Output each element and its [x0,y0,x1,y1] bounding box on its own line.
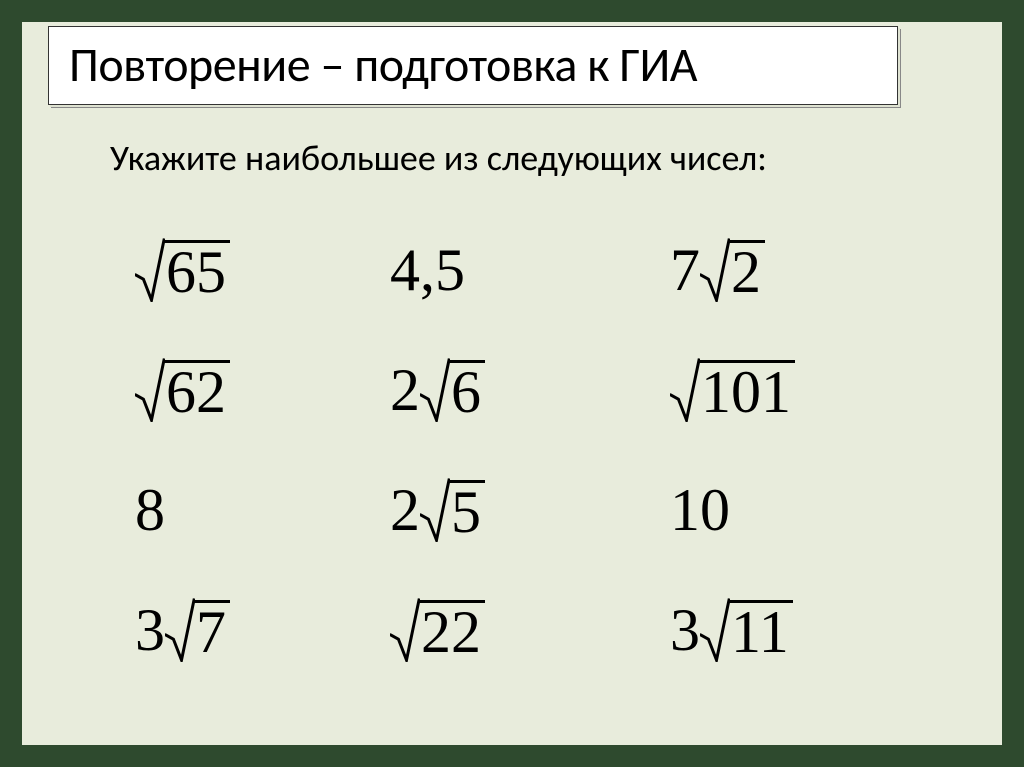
plain-number: 10 [670,476,730,545]
sqrt-icon: 5 [420,478,485,542]
radicand: 65 [164,240,230,304]
math-cell: 8 [135,476,390,545]
radicand: 7 [194,600,230,664]
sqrt-icon: 22 [390,598,485,662]
math-cell: 65 [135,238,390,302]
coefficient: 2 [390,360,420,420]
math-cell: 72 [670,238,910,302]
sqrt-icon: 11 [700,598,793,662]
sqrt-icon: 2 [700,238,765,302]
math-cell: 10 [670,476,910,545]
math-grid: 65 4,5 72 62 26 101 8 25 10 37 22 311 [135,210,910,690]
radical-icon [700,598,730,662]
math-cell: 25 [390,478,670,542]
radicand: 6 [449,360,485,424]
radical-icon [135,358,165,422]
plain-number: 8 [135,476,165,545]
radical-icon [165,598,195,662]
math-cell: 4,5 [390,236,670,305]
coefficient: 2 [390,480,420,540]
math-cell: 26 [390,358,670,422]
sqrt-icon: 101 [670,358,795,422]
coefficient: 7 [670,240,700,300]
sqrt-icon: 65 [135,238,230,302]
slide-title: Повторение – подготовка к ГИА [69,35,877,94]
title-box: Повторение – подготовка к ГИА [48,26,898,105]
coefficient: 3 [135,600,165,660]
math-cell: 22 [390,598,670,662]
sqrt-icon: 6 [420,358,485,422]
math-cell: 3 11 [670,598,910,662]
radicand: 62 [164,360,230,424]
radicand: 5 [449,480,485,544]
plain-number: 4,5 [390,236,465,305]
math-cell: 37 [135,598,390,662]
slide-subtitle: Укажите наибольшее из следующих чисел: [110,136,767,180]
radical-icon [700,238,730,302]
radicand: 2 [729,240,765,304]
math-cell: 62 [135,358,390,422]
radical-icon [420,358,450,422]
coefficient: 3 [670,600,700,660]
radical-icon [390,598,420,662]
radical-icon [420,478,450,542]
sqrt-icon: 62 [135,358,230,422]
math-cell: 101 [670,358,910,422]
radicand: 101 [699,360,795,424]
radicand: 22 [419,600,485,664]
sqrt-icon: 7 [165,598,230,662]
slide: Повторение – подготовка к ГИА Укажите на… [0,0,1024,767]
radical-icon [135,238,165,302]
radicand: 11 [729,600,793,664]
radical-icon [670,358,700,422]
